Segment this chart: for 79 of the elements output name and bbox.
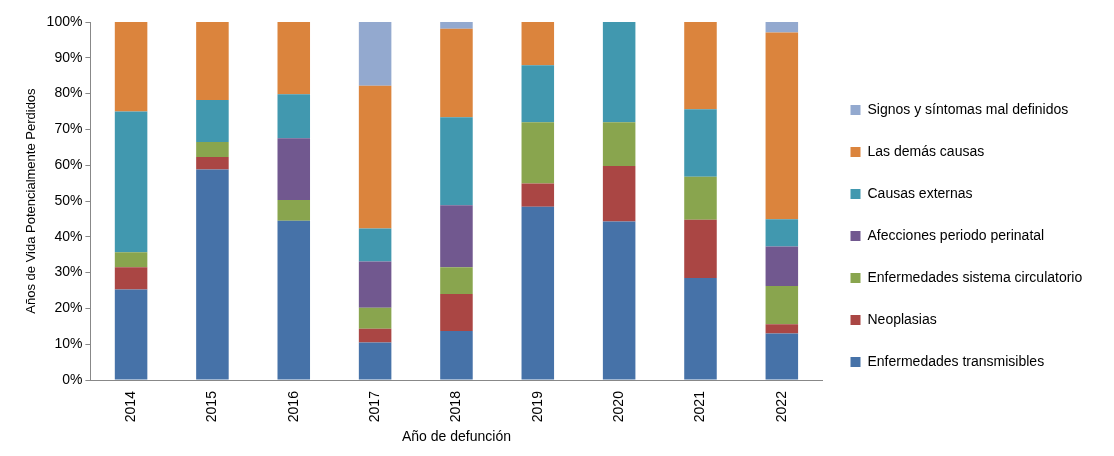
bar (765, 22, 799, 33)
x-tick-label: 2017 (365, 390, 382, 423)
bar (765, 333, 799, 380)
bar (765, 246, 799, 286)
bar (684, 22, 717, 110)
x-tick-label: 2019 (528, 390, 545, 423)
y-tick-label: 0% (62, 370, 83, 387)
bar (765, 285, 799, 325)
bar (765, 324, 799, 334)
y-tick-label: 40% (54, 227, 83, 244)
bar (277, 199, 311, 221)
bar (277, 220, 311, 380)
legend-label: Enfermedades transmisibles (867, 352, 1045, 369)
bar (358, 307, 392, 329)
legend-label: Neoplasias (867, 310, 937, 327)
y-tick-label: 30% (54, 263, 83, 280)
y-tick-label: 70% (54, 120, 83, 137)
legend-label: Afecciones periodo perinatal (867, 226, 1045, 243)
bar (521, 22, 555, 66)
x-tick-label: 2015 (203, 390, 220, 423)
bar (358, 22, 392, 86)
y-tick-label: 10% (54, 335, 83, 352)
legend-label: Las demás causas (867, 142, 985, 159)
bar (602, 122, 636, 166)
bar (358, 261, 392, 308)
legend-label: Signos y síntomas mal definidos (867, 100, 1069, 117)
bar (114, 252, 148, 268)
bar (602, 165, 636, 222)
bar (521, 122, 555, 184)
bar (114, 22, 148, 112)
bar (440, 28, 473, 118)
bar (684, 278, 717, 380)
y-tick-label: 60% (54, 156, 83, 173)
y-tick-label: 90% (54, 48, 83, 65)
y-tick-label: 50% (54, 191, 83, 208)
bar (277, 22, 311, 95)
x-tick-label: 2022 (772, 390, 789, 423)
bar (196, 100, 229, 142)
x-tick-label: 2014 (121, 390, 138, 423)
bar (358, 228, 392, 262)
bar (196, 156, 229, 170)
bar (765, 32, 799, 220)
bar (114, 111, 148, 253)
bar (765, 219, 799, 247)
x-tick-label: 2016 (284, 390, 301, 423)
x-tick-label: 2018 (447, 390, 464, 423)
y-tick-label: 100% (46, 12, 83, 29)
bar (196, 169, 229, 380)
legend-label: Causas externas (867, 184, 973, 201)
bar (521, 183, 555, 207)
bar (358, 85, 392, 229)
y-axis-title: Años de Vida Potencialmente Perdidos (23, 87, 39, 314)
bar (440, 22, 473, 29)
y-tick-label: 20% (54, 299, 83, 316)
bar (114, 289, 148, 380)
bar (440, 267, 473, 295)
x-tick-label: 2021 (691, 390, 708, 423)
bar (521, 65, 555, 123)
bar (440, 294, 473, 331)
bar (440, 117, 473, 206)
bar (684, 109, 717, 177)
bar (358, 342, 392, 380)
bar (684, 219, 717, 279)
bar (277, 138, 311, 200)
x-tick-label: 2020 (610, 390, 626, 423)
bar (196, 22, 229, 101)
bar (277, 94, 311, 139)
bar (114, 267, 148, 290)
y-tick-label: 80% (54, 84, 83, 101)
bar (358, 328, 392, 343)
legend-label: Enfermedades sistema circulatorio (867, 268, 1083, 285)
bar (440, 331, 473, 380)
bar (602, 221, 636, 380)
bar (521, 206, 555, 380)
x-axis-title: Año de defunción (401, 428, 511, 445)
bar (684, 176, 717, 220)
bar (440, 205, 473, 268)
bar (602, 22, 636, 123)
bar (196, 141, 229, 157)
